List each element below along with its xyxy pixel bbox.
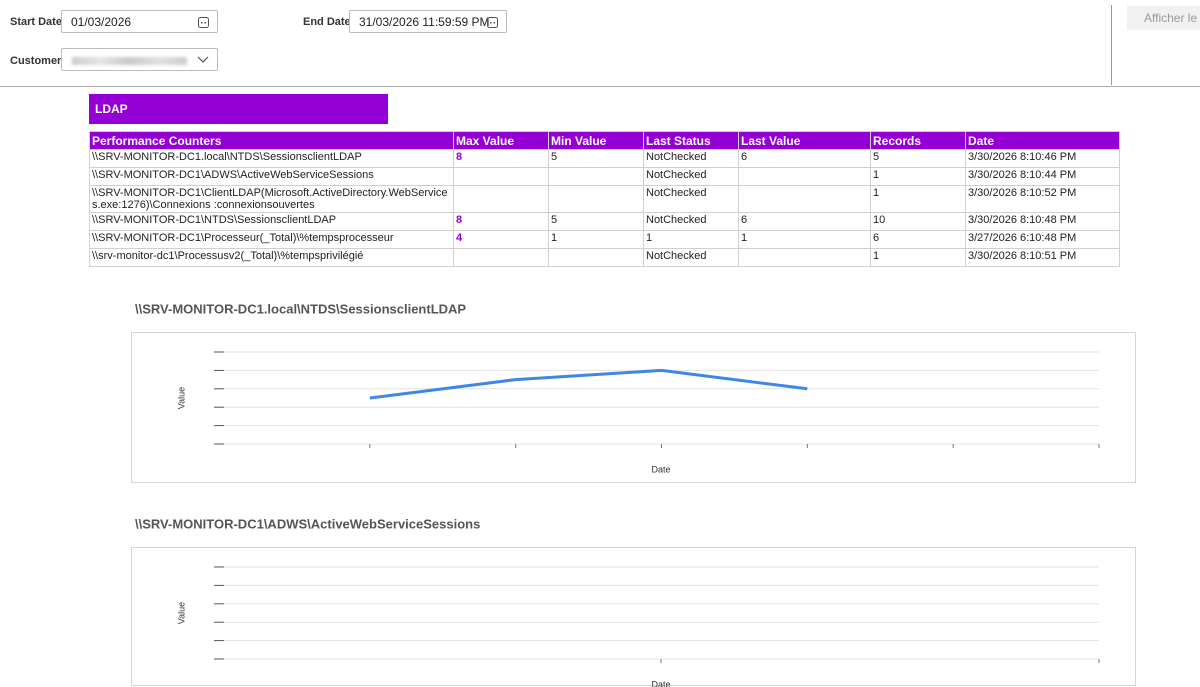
table-cell: NotChecked xyxy=(643,167,739,186)
blurred-value xyxy=(72,57,187,65)
table-cell: 3/30/2026 8:10:52 PM xyxy=(965,185,1120,213)
table-cell: 3/30/2026 8:10:46 PM xyxy=(965,149,1120,168)
calendar-icon[interactable] xyxy=(487,17,498,28)
table-cell: 8 xyxy=(453,149,549,168)
customer-select[interactable] xyxy=(61,48,218,71)
table-cell: 4 xyxy=(453,230,549,249)
column-header: Max Value xyxy=(453,131,549,150)
column-header: Performance Counters xyxy=(89,131,454,150)
table-cell xyxy=(453,248,549,267)
chart-title: \\SRV-MONITOR-DC1\ADWS\ActiveWebServiceS… xyxy=(135,516,480,531)
table-row: \\SRV-MONITOR-DC1\ClientLDAP(Microsoft.A… xyxy=(89,185,1120,213)
table-cell: 3/30/2026 8:10:48 PM xyxy=(965,212,1120,231)
table-row: \\SRV-MONITOR-DC1\ADWS\ActiveWebServiceS… xyxy=(89,167,1120,186)
table-cell: 6 xyxy=(738,149,871,168)
table-row: \\SRV-MONITOR-DC1\Processeur(_Total)\%te… xyxy=(89,230,1120,249)
chart-box xyxy=(131,547,1136,686)
table-cell: 1 xyxy=(643,230,739,249)
chevron-icon xyxy=(197,56,209,63)
table-cell: \\SRV-MONITOR-DC1\ClientLDAP(Microsoft.A… xyxy=(89,185,454,213)
chart-box xyxy=(131,332,1136,483)
table-cell: 5 xyxy=(548,212,644,231)
table-row: \\SRV-MONITOR-DC1.local\NTDS\Sessionscli… xyxy=(89,149,1120,168)
series-line xyxy=(369,368,808,400)
chart-title: \\SRV-MONITOR-DC1.local\NTDS\Sessionscli… xyxy=(135,301,466,316)
table-cell: 1 xyxy=(870,248,966,267)
x-axis-label: Date xyxy=(651,464,670,474)
table-cell: NotChecked xyxy=(643,149,739,168)
table-row: \\SRV-MONITOR-DC1\NTDS\SessionsclientLDA… xyxy=(89,212,1120,231)
table-cell: 3/30/2026 8:10:51 PM xyxy=(965,248,1120,267)
start-date-input[interactable]: 01/03/2026 xyxy=(61,10,218,33)
table-cell: 1 xyxy=(738,230,871,249)
calendar-icon[interactable] xyxy=(198,17,209,28)
table-row: \\srv-monitor-dc1\Processusv2(_Total)\%t… xyxy=(89,248,1120,267)
table-cell: \\SRV-MONITOR-DC1\ADWS\ActiveWebServiceS… xyxy=(89,167,454,186)
end-date-label: End Date xyxy=(303,16,351,28)
table-cell: 5 xyxy=(870,149,966,168)
divider xyxy=(1111,5,1112,85)
y-axis-label: Value xyxy=(176,387,186,409)
table-cell xyxy=(548,248,644,267)
section-banner: LDAP xyxy=(89,94,388,124)
column-header: Min Value xyxy=(548,131,644,150)
end-date-value: 31/03/2026 11:59:59 PM xyxy=(359,15,490,29)
table-cell: 10 xyxy=(870,212,966,231)
table-cell: 1 xyxy=(870,185,966,213)
table-cell: 1 xyxy=(548,230,644,249)
header-rule xyxy=(0,86,1200,87)
table-cell: NotChecked xyxy=(643,212,739,231)
table-cell xyxy=(453,167,549,186)
customer-label: Customer xyxy=(10,55,62,67)
table-cell: \\SRV-MONITOR-DC1\NTDS\SessionsclientLDA… xyxy=(89,212,454,231)
start-date-value: 01/03/2026 xyxy=(71,15,132,29)
table-cell xyxy=(548,167,644,186)
column-header: Records xyxy=(870,131,966,150)
end-date-input[interactable]: 31/03/2026 11:59:59 PM xyxy=(349,10,507,33)
table-cell: 3/27/2026 6:10:48 PM xyxy=(965,230,1120,249)
counters-table: Performance Counters Max Value Min Value La… xyxy=(89,131,1120,267)
column-header: Last Value xyxy=(738,131,871,150)
table-cell: \\SRV-MONITOR-DC1\Processeur(_Total)\%te… xyxy=(89,230,454,249)
table-cell xyxy=(738,185,871,213)
column-header: Last Status xyxy=(643,131,739,150)
table-cell xyxy=(738,167,871,186)
table-cell xyxy=(738,248,871,267)
show-button[interactable]: Afficher le xyxy=(1127,6,1200,30)
table-cell xyxy=(453,185,549,213)
table-cell: 1 xyxy=(870,167,966,186)
table-cell: 5 xyxy=(548,149,644,168)
header-row: Performance Counters Max Value Min Value La… xyxy=(89,131,1120,150)
x-axis-label: Date xyxy=(651,679,670,687)
table-cell: 8 xyxy=(453,212,549,231)
table-cell: 6 xyxy=(870,230,966,249)
start-date-label: Start Date xyxy=(10,16,62,28)
column-header: Date xyxy=(965,131,1120,150)
y-axis-label: Value xyxy=(176,602,186,624)
table-cell: 3/30/2026 8:10:44 PM xyxy=(965,167,1120,186)
table-cell: NotChecked xyxy=(643,248,739,267)
table-cell xyxy=(548,185,644,213)
table-cell: \\srv-monitor-dc1\Processusv2(_Total)\%t… xyxy=(89,248,454,267)
table-cell: \\SRV-MONITOR-DC1.local\NTDS\Sessionscli… xyxy=(89,149,454,168)
table-cell: NotChecked xyxy=(643,185,739,213)
table-cell: 6 xyxy=(738,212,871,231)
